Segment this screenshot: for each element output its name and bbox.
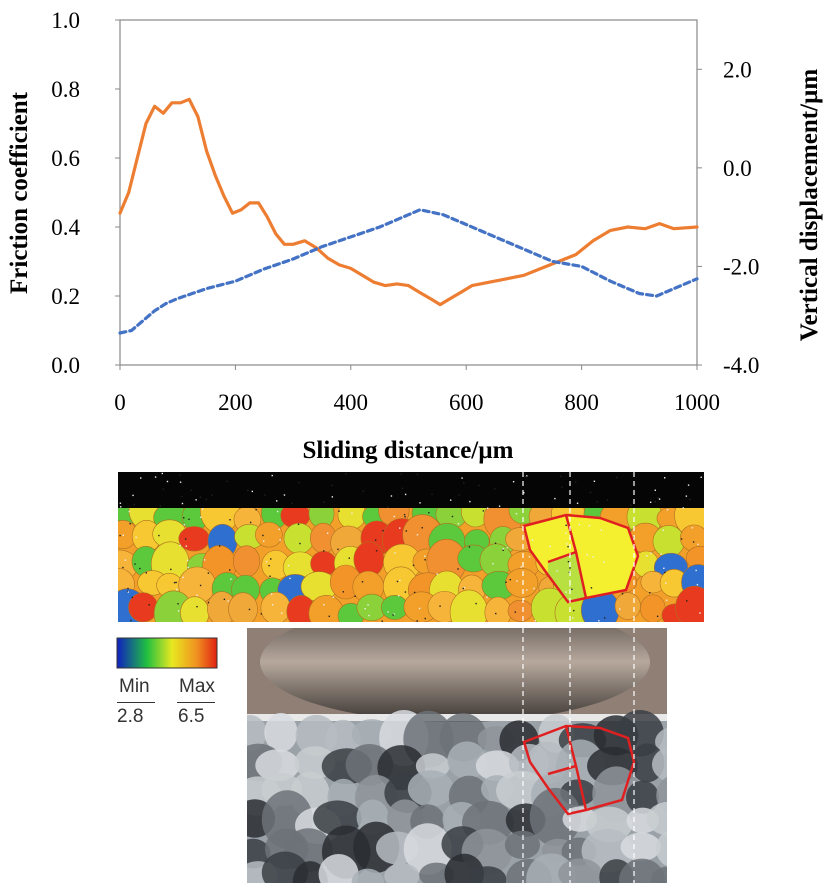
- chart-axes: 0 200 400 600 800 1000 0.0 0.2 0.4 0.6 0.8 1.0 -4.0 -…: [51, 8, 759, 415]
- photo-grain-outline: [522, 724, 636, 816]
- y2-tick-label: -4.0: [723, 353, 759, 378]
- ebsd-guide-lines: [522, 472, 635, 622]
- colorbar-max-label: Max: [179, 676, 215, 697]
- y2-tick-label: 2.0: [723, 57, 752, 82]
- friction-chart: 0 200 400 600 800 1000 0.0 0.2 0.4 0.6 0.8 1.0 -4.0 -…: [6, 8, 823, 464]
- microstructure-figure: [116, 472, 704, 883]
- photo-guide-lines: [522, 628, 635, 883]
- colorbar-min-label: Min: [119, 676, 150, 697]
- y-tick-label: 0.0: [51, 353, 80, 378]
- x-tick-label: 200: [218, 390, 253, 415]
- y-tick-label: 0.2: [51, 284, 80, 309]
- displacement-series-line: [118, 208, 699, 335]
- x-tick-label: 400: [334, 390, 369, 415]
- y-tick-label: 0.4: [51, 215, 80, 240]
- y-tick-label: 1.0: [51, 8, 80, 33]
- ebsd-map: [118, 472, 704, 622]
- x-axis-title: Sliding distance/µm: [303, 437, 514, 464]
- colorbar-legend: Min Max 2.8 6.5: [87, 626, 221, 732]
- y2-tick-label: 0.0: [723, 156, 752, 181]
- plot-frame: [119, 19, 698, 366]
- colorbar-gradient: [116, 637, 218, 669]
- optical-micrograph: [247, 628, 667, 883]
- y-tick-label: 0.6: [51, 146, 80, 171]
- y2-axis-title: Vertical displacement/µm: [796, 69, 823, 342]
- y-axis-title: Friction coefficient: [6, 91, 33, 294]
- colorbar-min-value: 2.8: [117, 706, 144, 727]
- y2-tick-label: -2.0: [723, 254, 759, 279]
- colorbar-max-value: 6.5: [178, 706, 205, 727]
- chart-plot-area: [118, 97, 699, 335]
- ebsd-grain-outline: [522, 513, 640, 604]
- x-tick-label: 1000: [674, 390, 720, 415]
- x-tick-label: 600: [449, 390, 484, 415]
- friction-series-line: [118, 97, 699, 307]
- x-tick-label: 0: [114, 390, 126, 415]
- x-tick-label: 800: [564, 390, 599, 415]
- y-tick-label: 0.8: [51, 77, 80, 102]
